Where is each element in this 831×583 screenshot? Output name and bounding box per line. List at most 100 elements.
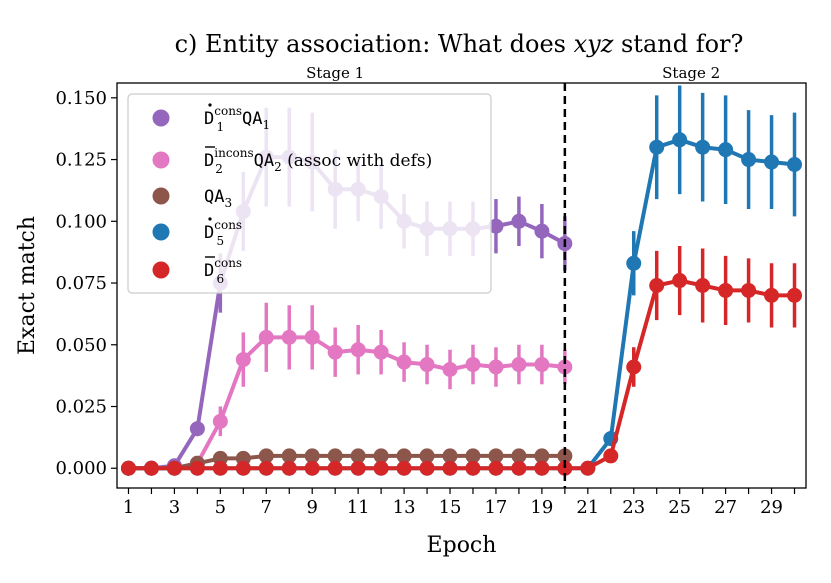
data-point <box>442 361 458 377</box>
data-point <box>396 354 412 370</box>
x-tick-label: 21 <box>576 497 599 518</box>
data-point <box>304 448 320 464</box>
series-5 <box>120 245 803 476</box>
y-tick-label: 0.050 <box>55 335 107 356</box>
data-point <box>281 329 297 345</box>
legend-accent-dot <box>208 103 212 107</box>
title-variable: xyz <box>574 30 614 58</box>
data-point <box>258 460 274 476</box>
data-point <box>488 359 504 375</box>
x-tick-label: 5 <box>215 497 226 518</box>
data-point <box>672 132 688 148</box>
x-tick-label: 25 <box>668 497 691 518</box>
legend-accent-dot <box>208 217 212 221</box>
legend-box <box>127 93 492 294</box>
legend-symbol: D <box>204 223 214 243</box>
legend-symbol: D <box>204 109 214 129</box>
data-point <box>511 213 527 229</box>
data-point <box>557 359 573 375</box>
data-point <box>281 448 297 464</box>
y-tick-label: 0.000 <box>55 458 107 479</box>
legend-label: Dcons 6 <box>204 256 242 286</box>
data-point <box>718 142 734 158</box>
series-3 <box>120 448 573 476</box>
y-tick-label: 0.125 <box>55 150 107 171</box>
x-tick-label: 11 <box>347 497 370 518</box>
x-tick-label: 23 <box>622 497 645 518</box>
y-axis-label: Exact match <box>15 216 40 355</box>
legend-tail-subscript: 3 <box>224 196 232 210</box>
data-point <box>764 287 780 303</box>
data-point <box>143 460 159 476</box>
title-suffix: stand for? <box>613 30 743 58</box>
data-point <box>787 287 803 303</box>
data-point <box>649 278 665 293</box>
data-point <box>534 448 550 464</box>
legend-label: Dcons 1 QA1 <box>204 104 270 134</box>
x-tick-label: 7 <box>261 497 272 518</box>
legend-symbol: D <box>204 151 214 171</box>
data-point <box>120 460 136 476</box>
data-point <box>718 282 734 298</box>
data-point <box>189 421 205 437</box>
y-tick-label: 0.100 <box>55 211 107 232</box>
legend-subscript: 6 <box>216 272 224 286</box>
legend-superscript: incons <box>214 146 253 160</box>
data-point <box>350 342 366 358</box>
data-point <box>764 154 780 170</box>
legend-label: Dincons 2 QA2 (assoc with defs) <box>204 146 432 176</box>
legend-symbol: D <box>204 261 214 281</box>
legend-entry-1: Dcons 1 QA1 <box>152 103 270 134</box>
data-point <box>350 460 366 476</box>
data-point <box>511 357 527 373</box>
data-point <box>534 357 550 373</box>
data-point <box>672 273 688 289</box>
legend-tail-subscript: 2 <box>274 160 282 174</box>
x-tick-label: 29 <box>760 497 783 518</box>
legend-label: QA3 <box>204 187 232 210</box>
legend-marker <box>152 151 170 169</box>
legend-marker <box>152 223 170 241</box>
legend-entry-3: QA3 <box>152 187 232 210</box>
series-line <box>128 335 566 471</box>
data-point <box>327 344 343 360</box>
x-tick-label: 17 <box>484 497 507 518</box>
plot-area <box>120 85 803 476</box>
data-point <box>465 448 481 464</box>
x-tick-label: 1 <box>123 497 134 518</box>
data-point <box>304 329 320 345</box>
legend-tail-subscript: 1 <box>263 118 271 132</box>
data-point <box>626 255 642 271</box>
data-point <box>442 448 458 464</box>
series-line <box>128 278 795 471</box>
legend-entry-2: Dincons 2 QA2 (assoc with defs) <box>152 146 432 176</box>
x-tick-label: 27 <box>714 497 737 518</box>
axes: 1 3 5 7 9 11 13 15 17 19 21 23 25 27 290.0000.0250.050… <box>15 82 807 558</box>
legend-superscript: cons <box>214 256 242 270</box>
legend-superscript: cons <box>214 104 242 118</box>
data-point <box>649 139 665 155</box>
y-tick-label: 0.150 <box>55 88 107 109</box>
data-point <box>442 460 458 476</box>
legend-tail: QA <box>242 109 262 129</box>
data-point <box>557 460 573 476</box>
data-point <box>511 460 527 476</box>
data-point <box>741 282 757 298</box>
data-point <box>603 448 619 464</box>
data-point <box>465 357 481 373</box>
title-prefix: c) Entity association: What does <box>175 30 574 58</box>
data-point <box>488 460 504 476</box>
data-point <box>488 218 504 234</box>
x-tick-label: 15 <box>439 497 462 518</box>
legend-marker <box>152 261 170 279</box>
data-point <box>304 460 320 476</box>
legend-marker <box>152 187 170 205</box>
data-point <box>419 448 435 464</box>
legend-tail: QA <box>204 187 224 207</box>
data-point <box>327 448 343 464</box>
x-axis-label: Epoch <box>427 533 497 558</box>
chart-title: c) Entity association: What does xyz sta… <box>175 30 744 58</box>
x-tick-label: 3 <box>169 497 180 518</box>
data-point <box>350 448 366 464</box>
